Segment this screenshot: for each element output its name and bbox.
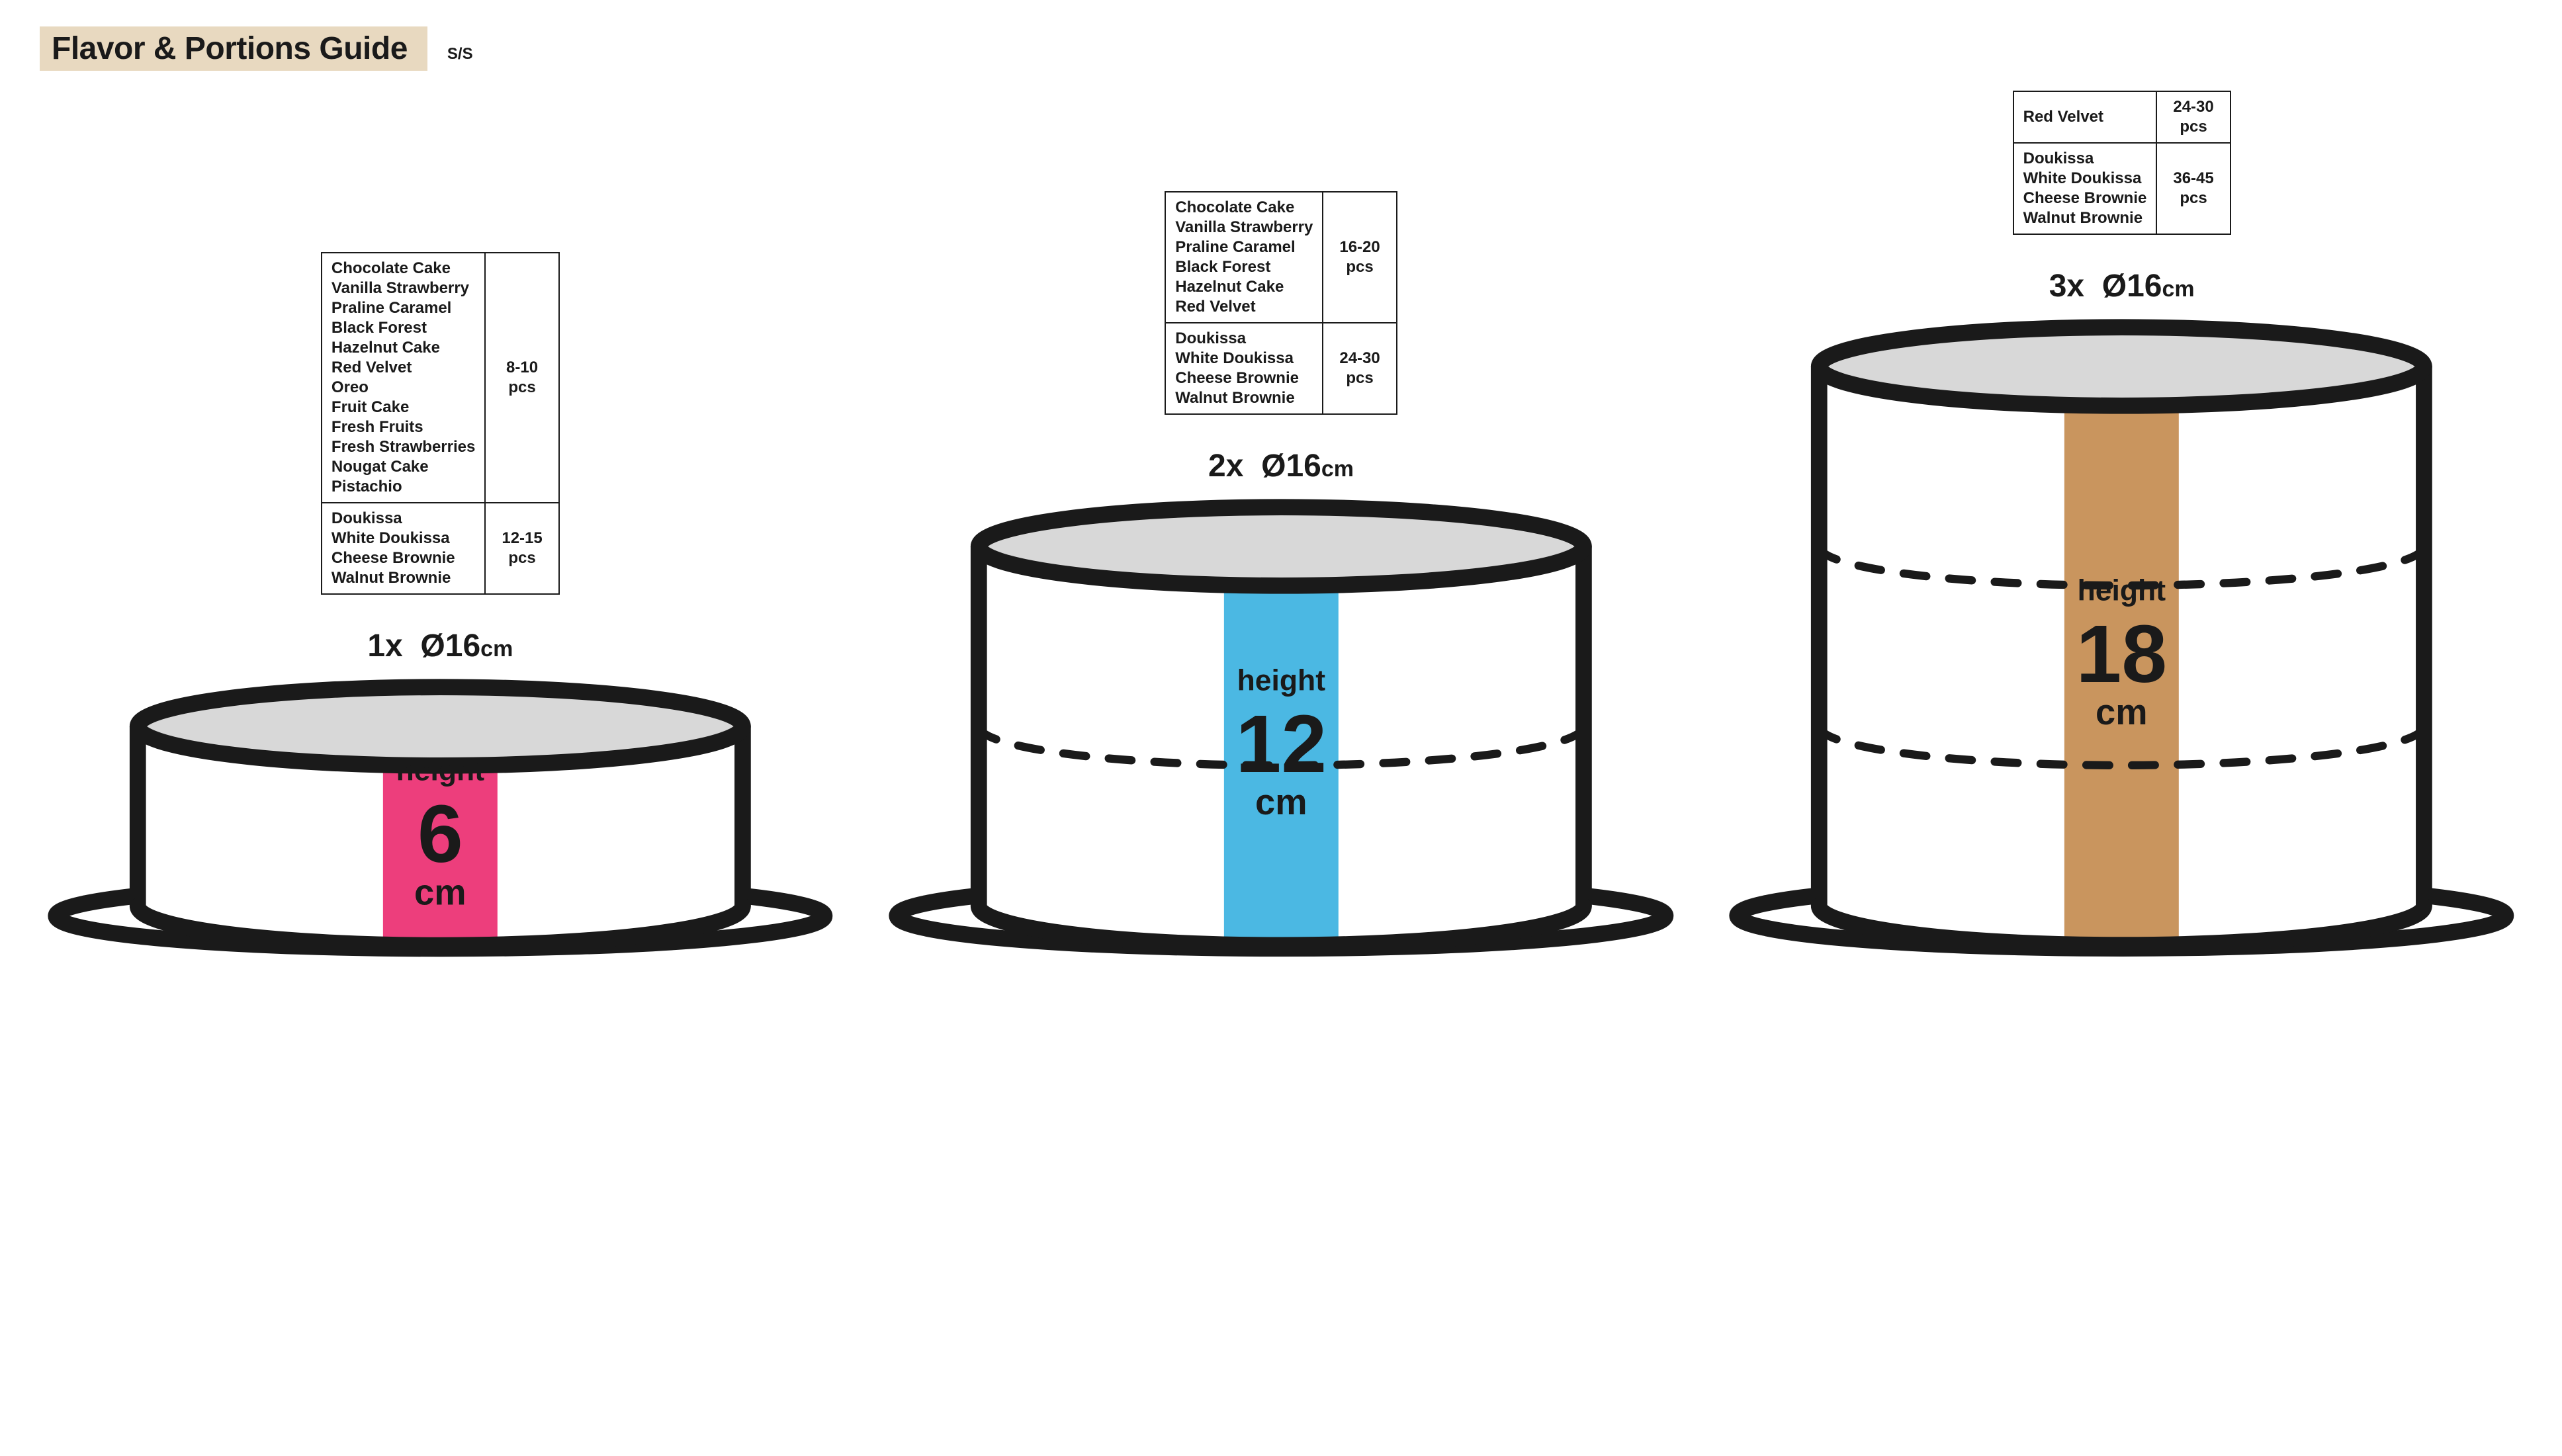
height-value: 12 xyxy=(1235,699,1326,790)
flavor-item: Red Velvet xyxy=(1175,297,1313,317)
flavor-cell: Red Velvet xyxy=(2013,91,2157,143)
flavor-item: Walnut Brownie xyxy=(1175,388,1313,408)
flavor-item: White Doukissa xyxy=(2023,169,2147,189)
table-row: Chocolate CakeVanilla StrawberryPraline … xyxy=(1165,192,1397,323)
cake-column-1: Chocolate CakeVanilla StrawberryPraline … xyxy=(40,252,841,1021)
table-row: DoukissaWhite DoukissaCheese BrownieWaln… xyxy=(1165,323,1397,414)
pcs-cell: 16-20 pcs xyxy=(1323,192,1396,323)
flavor-item: Oreo xyxy=(331,378,475,398)
height-unit: cm xyxy=(2096,692,2148,732)
flavor-item: Praline Caramel xyxy=(331,298,475,318)
table-row: Chocolate CakeVanilla StrawberryPraline … xyxy=(322,253,559,503)
diameter-unit: cm xyxy=(480,636,513,662)
page-title: Flavor & Portions Guide xyxy=(40,26,427,71)
table-row: Red Velvet 24-30 pcs xyxy=(2013,91,2231,143)
flavor-item: Doukissa xyxy=(1175,329,1313,349)
diameter-symbol: Ø xyxy=(2102,269,2127,304)
flavor-item: Vanilla Strawberry xyxy=(1175,218,1313,237)
flavor-item: Red Velvet xyxy=(2023,107,2147,127)
diameter-unit: cm xyxy=(2162,277,2195,302)
cake-column-3: Red Velvet24-30 pcsDoukissaWhite Doukiss… xyxy=(1721,91,2522,1020)
portions-table: Chocolate CakeVanilla StrawberryPraline … xyxy=(1165,191,1397,415)
page-subtitle: S/S xyxy=(447,45,473,64)
size-label: 3x Ø16cm xyxy=(2049,268,2195,304)
flavor-item: Praline Caramel xyxy=(1175,237,1313,257)
diameter-unit: cm xyxy=(1321,456,1354,482)
height-word: height xyxy=(1237,664,1325,697)
flavor-cell: DoukissaWhite DoukissaCheese BrownieWaln… xyxy=(322,503,485,594)
columns: Chocolate CakeVanilla StrawberryPraline … xyxy=(40,91,2522,1020)
cake-illustration: height18cm xyxy=(1721,311,2522,1020)
flavor-cell: DoukissaWhite DoukissaCheese BrownieWaln… xyxy=(2013,143,2157,234)
diameter-value: 16 xyxy=(445,628,480,664)
flavor-item: Cheese Brownie xyxy=(1175,368,1313,388)
flavor-item: Chocolate Cake xyxy=(331,259,475,278)
diameter-symbol: Ø xyxy=(420,628,445,664)
pcs-cell: 12-15 pcs xyxy=(485,503,558,594)
table-row: DoukissaWhite DoukissaCheese BrownieWaln… xyxy=(322,503,559,594)
flavor-item: Nougat Cake xyxy=(331,457,475,477)
pcs-cell: 8-10 pcs xyxy=(485,253,558,503)
portions-table: Red Velvet24-30 pcsDoukissaWhite Doukiss… xyxy=(2013,91,2231,235)
flavor-item: Black Forest xyxy=(1175,257,1313,277)
cake-top xyxy=(979,507,1583,585)
flavor-item: Hazelnut Cake xyxy=(331,338,475,358)
flavor-item: Vanilla Strawberry xyxy=(331,278,475,298)
cake-illustration: height12cm xyxy=(881,491,1682,1021)
flavor-item: Cheese Brownie xyxy=(331,548,475,568)
size-prefix: 1x xyxy=(367,628,402,664)
height-unit: cm xyxy=(1255,782,1307,822)
flavor-item: Fresh Fruits xyxy=(331,417,475,437)
cake-illustration: height6cm xyxy=(40,671,841,1021)
height-word: height xyxy=(2078,574,2166,607)
flavor-item: Walnut Brownie xyxy=(331,568,475,588)
diameter-value: 16 xyxy=(2127,269,2162,304)
size-prefix: 3x xyxy=(2049,269,2084,304)
flavor-cell: Chocolate CakeVanilla StrawberryPraline … xyxy=(322,253,485,503)
flavor-item: Fresh Strawberries xyxy=(331,437,475,457)
diameter-symbol: Ø xyxy=(1261,449,1286,484)
flavor-item: Doukissa xyxy=(2023,149,2147,169)
flavor-item: Walnut Brownie xyxy=(2023,208,2147,228)
flavor-item: Hazelnut Cake xyxy=(1175,277,1313,297)
pcs-cell: 24-30 pcs xyxy=(1323,323,1396,414)
cake-top xyxy=(138,687,742,765)
flavor-cell: DoukissaWhite DoukissaCheese BrownieWaln… xyxy=(1165,323,1323,414)
flavor-item: Chocolate Cake xyxy=(1175,198,1313,218)
flavor-item: Black Forest xyxy=(331,318,475,338)
portions-table: Chocolate CakeVanilla StrawberryPraline … xyxy=(321,252,560,595)
pcs-cell: 24-30 pcs xyxy=(2156,91,2230,143)
height-value: 18 xyxy=(2076,609,2167,700)
flavor-item: White Doukissa xyxy=(1175,349,1313,368)
cake-top xyxy=(1820,327,2424,406)
flavor-cell: Chocolate CakeVanilla StrawberryPraline … xyxy=(1165,192,1323,323)
header: Flavor & Portions Guide S/S xyxy=(40,26,2522,71)
flavor-item: Pistachio xyxy=(331,477,475,497)
size-prefix: 2x xyxy=(1208,449,1243,484)
pcs-cell: 36-45 pcs xyxy=(2156,143,2230,234)
height-value: 6 xyxy=(418,789,463,880)
flavor-item: Cheese Brownie xyxy=(2023,189,2147,208)
table-row: DoukissaWhite DoukissaCheese BrownieWaln… xyxy=(2013,143,2231,234)
size-label: 2x Ø16cm xyxy=(1208,448,1354,484)
flavor-item: Red Velvet xyxy=(331,358,475,378)
cake-wrap: height6cm xyxy=(40,671,841,1021)
height-word: height xyxy=(396,754,485,787)
height-unit: cm xyxy=(414,872,466,912)
cake-wrap: height12cm xyxy=(881,491,1682,1021)
cake-column-2: Chocolate CakeVanilla StrawberryPraline … xyxy=(881,191,1682,1021)
flavor-item: White Doukissa xyxy=(331,529,475,548)
diameter-value: 16 xyxy=(1286,449,1321,484)
size-label: 1x Ø16cm xyxy=(367,628,513,664)
flavor-item: Doukissa xyxy=(331,509,475,529)
cake-wrap: height18cm xyxy=(1721,311,2522,1020)
flavor-item: Fruit Cake xyxy=(331,398,475,417)
